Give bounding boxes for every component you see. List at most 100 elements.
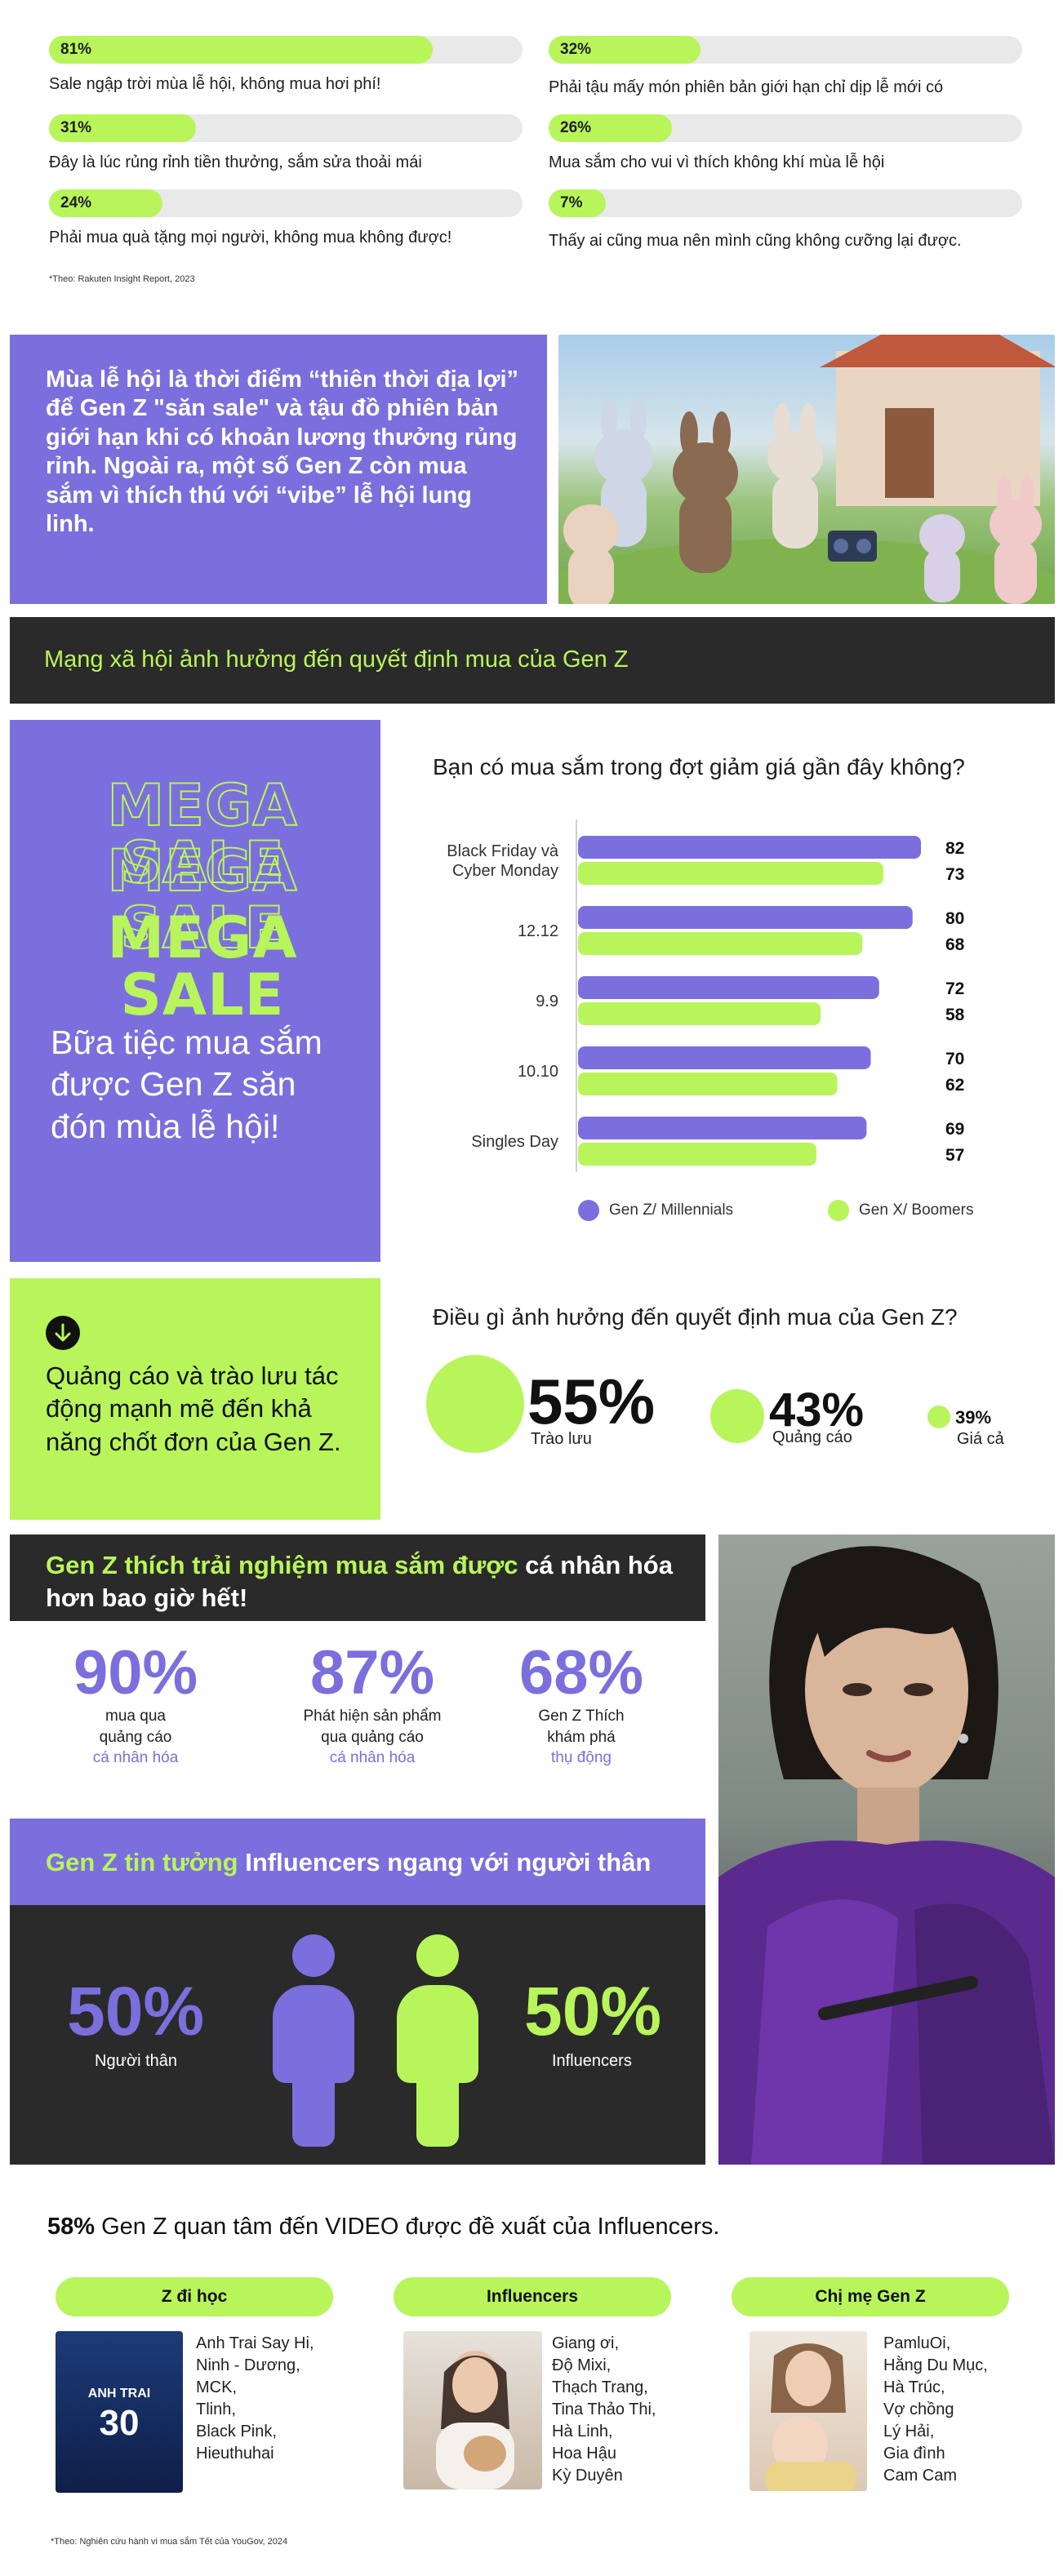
stat-fill (49, 189, 163, 217)
factor-pct: 43% (769, 1383, 865, 1437)
influence-title: Điều gì ảnh hưởng đến quyết định mua của… (433, 1304, 958, 1330)
stat-pill: 31% (49, 114, 523, 142)
personal-pct: 90% (73, 1638, 198, 1708)
factor-circle (710, 1389, 764, 1443)
name-item: Ninh - Dương, (196, 2356, 300, 2374)
name-item: Độ Mixi, (552, 2356, 612, 2374)
stat-pct: 24% (60, 194, 92, 211)
legend-label: Gen X/ Boomers (859, 1201, 974, 1219)
value-label: 68 (945, 935, 965, 954)
personal-desc-line: quảng cáo (99, 1728, 172, 1746)
category-label: Black Friday và (447, 842, 559, 860)
person-body (397, 1985, 478, 2083)
bar (578, 862, 883, 885)
value-label: 82 (945, 839, 964, 858)
toy-illustration (558, 335, 1055, 604)
value-label: 72 (945, 979, 964, 998)
bar (578, 1073, 838, 1095)
factor-circle (426, 1355, 524, 1453)
poster-text: ANH TRAI (87, 2387, 151, 2401)
video-stat: 58% Gen Z quan tâm đến VIDEO được đề xuấ… (47, 2214, 720, 2241)
group-tag: Z đi học (56, 2277, 333, 2316)
personal-desc-highlight: cá nhân hóa (329, 1749, 416, 1767)
callout-text: Quảng cáo và trào lưu tác động mạnh mẽ đ… (46, 1361, 341, 1456)
stat-desc: Mua sắm cho vui vì thích không khí mùa l… (549, 153, 885, 171)
bar (578, 906, 913, 929)
chart-title: Bạn có mua sắm trong đợt giảm giá gần đâ… (433, 754, 965, 779)
stat-pct: 81% (60, 41, 92, 58)
personal-desc: mua qua quảng cáo cá nhân hóa (38, 1706, 234, 1769)
mega-sale-outline: MEGA SALE (106, 837, 298, 962)
category-label: Singles Day (471, 1133, 558, 1151)
stat-pill: 24% (49, 189, 523, 217)
name-item: Vợ chồng (883, 2401, 954, 2418)
group-photo: ANH TRAI 30 (56, 2331, 183, 2493)
personal-header: Gen Z thích trải nghiệm mua sắm được cá … (10, 1534, 705, 1621)
category-label: 9.9 (536, 993, 558, 1010)
name-list: Anh Trai Say Hi, Ninh - Dương, MCK, Tlin… (196, 2333, 314, 2465)
bar (578, 836, 921, 859)
trust-left-label: Người thân (95, 2052, 177, 2070)
portrait-photo (718, 1534, 1055, 2165)
personal-desc-line: khám phá (547, 1728, 616, 1746)
bar-chart: Black Friday và Cyber Monday 82 73 12.12 80 68… (447, 819, 965, 1172)
name-item: Gia đình (883, 2445, 945, 2463)
person-head (416, 1934, 459, 1977)
name-list: Giang ơi, Độ Mixi, Thạch Trang, Tina Thả… (552, 2333, 656, 2487)
factor-pct: 39% (955, 1407, 992, 1428)
video-stat-text: Gen Z quan tâm đến VIDEO được đề xuất củ… (101, 2214, 720, 2240)
personal-title-lime: Gen Z thích trải nghiệm mua sắm được (46, 1551, 518, 1579)
person-head (292, 1934, 335, 1977)
section-title: Mạng xã hội ảnh hưởng đến quyết định mua… (44, 646, 629, 673)
name-item: MCK, (196, 2378, 237, 2396)
person-body (273, 1985, 354, 2083)
bar (578, 1046, 871, 1069)
source-note: *Theo: Nghiên cứu hành vi mua sắm Tết củ… (51, 2537, 288, 2547)
person-leg (416, 2076, 459, 2147)
stat-desc: Đây là lúc rủng rỉnh tiền thưởng, sắm sử… (49, 153, 422, 171)
stat-pill: 81% (49, 36, 523, 64)
stat-pct: 7% (560, 194, 583, 211)
mega-sale-outline: MEGA SALE (106, 772, 298, 896)
stat-desc: Phải mua quà tặng mọi người, không mua k… (49, 229, 452, 246)
personal-title-white: cá nhân hóa hơn bao giờ hết! (46, 1551, 673, 1613)
stat-fill (549, 114, 672, 142)
personal-desc: Phát hiện sản phẩm qua quảng cáo cá nhân… (274, 1706, 470, 1769)
legend-swatch (828, 1200, 849, 1221)
value-label: 62 (945, 1076, 964, 1095)
name-item: Anh Trai Say Hi, (196, 2334, 314, 2352)
stat-fill (549, 189, 606, 217)
category-label: 10.10 (518, 1063, 558, 1081)
name-item: Hà Linh, (552, 2423, 613, 2441)
stat-pct: 26% (560, 119, 592, 136)
name-item: Black Pink, (196, 2423, 277, 2441)
trust-right-label: Influencers (552, 2052, 632, 2070)
arrow-down-icon (46, 1316, 80, 1350)
trust-right-pct: 50% (524, 1973, 662, 2050)
name-item: Tina Thảo Thi, (552, 2401, 656, 2418)
trust-header: Gen Z tin tưởng Influencers ngang với ng… (10, 1819, 705, 1905)
name-item: Tlinh, (196, 2401, 236, 2418)
factor-label: Trào lưu (531, 1430, 592, 1448)
person-leg (292, 2076, 335, 2147)
trust-title-white: Influencers ngang với người thân (245, 1848, 652, 1876)
name-item: PamluOi, (883, 2334, 951, 2352)
factor-pct: 55% (527, 1366, 656, 1437)
value-label: 70 (945, 1050, 964, 1068)
factor-label: Quảng cáo (772, 1428, 852, 1446)
mega-sale-panel: MEGA SALE MEGA SALE MEGA SALE Bữa tiệc m… (10, 720, 380, 1262)
name-item: Kỳ Duyên (552, 2467, 623, 2485)
stat-desc: Phải tậu mấy món phiên bản giới hạn chỉ … (549, 78, 944, 96)
group-tag: Influencers (394, 2277, 671, 2316)
personal-pct: 87% (309, 1638, 435, 1708)
legend-label: Gen Z/ Millennials (609, 1201, 734, 1219)
bar (578, 1143, 816, 1166)
name-item: Hà Trúc, (883, 2378, 945, 2396)
trust-panel: 50% Người thân 50% Influencers (10, 1905, 705, 2165)
mega-sale-solid: MEGA SALE (107, 904, 298, 1028)
name-item: Lý Hải, (883, 2423, 935, 2441)
stat-desc: Sale ngập trời mùa lễ hội, không mua hơi… (49, 75, 381, 93)
personal-title: Gen Z thích trải nghiệm mua sắm được cá … (46, 1549, 683, 1615)
value-label: 57 (945, 1146, 964, 1165)
stat-pill: 32% (549, 36, 1022, 64)
